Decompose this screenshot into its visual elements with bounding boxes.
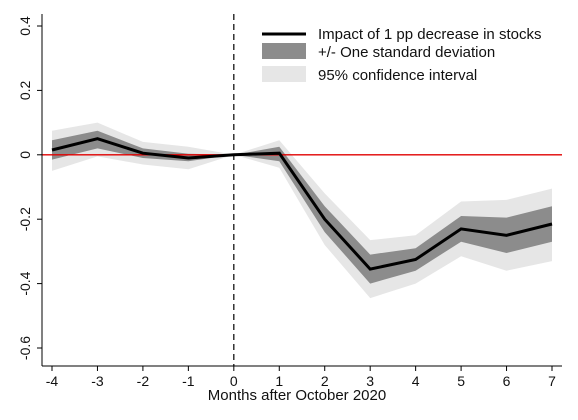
legend-sd-swatch [262,43,306,59]
y-tick-label: -0.6 [17,336,33,360]
sd-band-layer [52,130,552,284]
legend-label-ci: 95% confidence interval [318,67,477,84]
x-tick-label: 4 [412,373,420,389]
y-tick-label: 0 [17,151,33,159]
y-tick-label: 0.2 [17,80,33,100]
axes: -4 -3 -2 -1 0 1 2 3 4 5 6 7 -0.6 -0.4 -0.2 0 0.2 0.4 [17,14,562,389]
y-tick-label: 0.4 [17,16,33,36]
x-axis-title: Months after October 2020 [208,387,386,404]
x-tick-label: 0 [230,373,238,389]
impact-line [51,137,553,271]
x-tick-label: 5 [457,373,465,389]
legend-label-impact: Impact of 1 pp decrease in stocks [318,26,541,43]
reference-lines [42,14,562,366]
x-tick-label: -3 [91,373,104,389]
legend-label-sd: +/- One standard deviation [318,44,495,61]
x-tick-label: 3 [366,373,374,389]
x-tick-label: 7 [548,373,556,389]
y-tick-label: -0.4 [17,271,33,295]
legend-ci-swatch [262,66,306,82]
impact-line-layer [51,137,553,271]
sd-band [52,130,552,284]
x-tick-label: 6 [503,373,511,389]
x-tick-label: -4 [46,373,59,389]
x-tick-label: -1 [182,373,195,389]
legend: Impact of 1 pp decrease in stocks +/- On… [262,26,541,84]
x-tick-label: -2 [137,373,150,389]
x-tick-label: 1 [275,373,283,389]
x-tick-label: 2 [321,373,329,389]
y-tick-label: -0.2 [17,207,33,231]
